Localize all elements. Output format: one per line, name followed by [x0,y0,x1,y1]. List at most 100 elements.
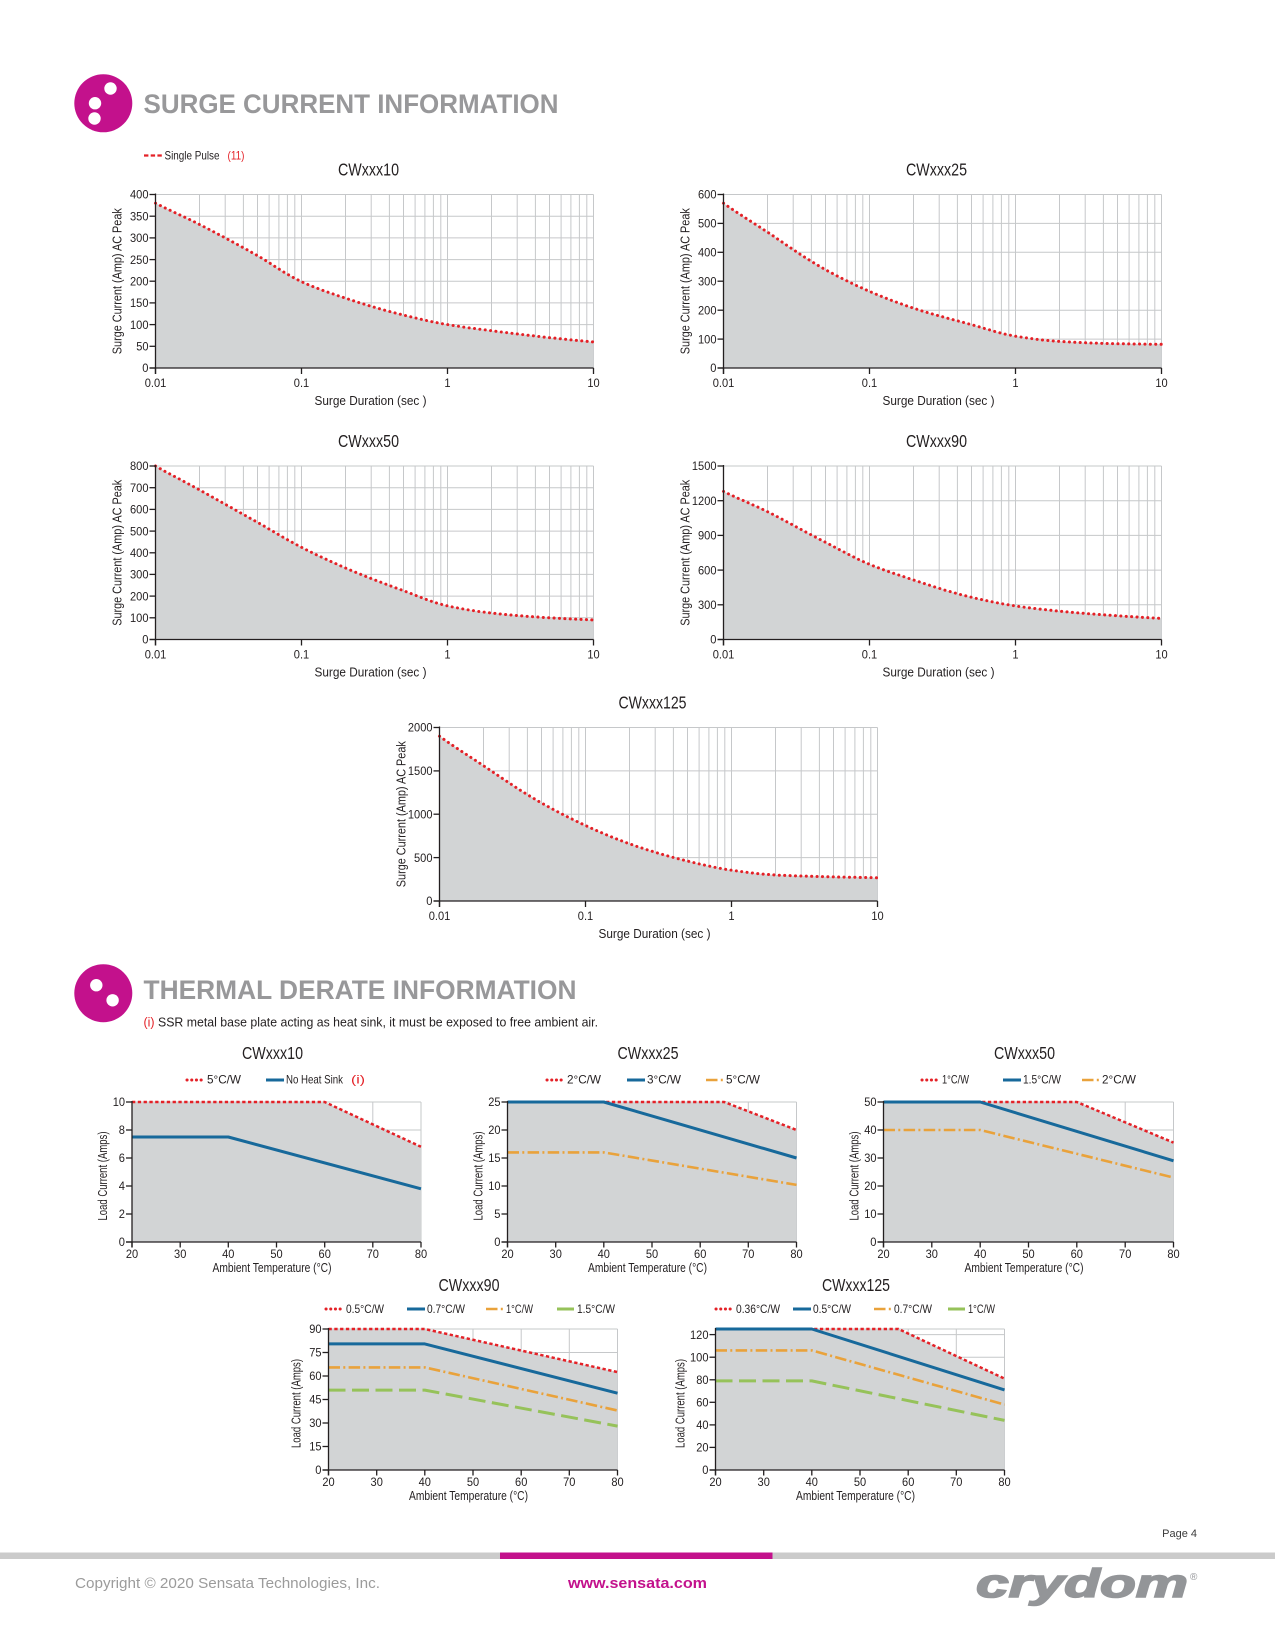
svg-text:3°C/W: 3°C/W [647,1073,682,1087]
svg-text:1200: 1200 [692,494,717,508]
svg-text:0: 0 [142,361,148,375]
svg-text:70: 70 [742,1247,755,1261]
svg-text:100: 100 [690,1350,709,1364]
svg-text:CWxxx25: CWxxx25 [906,160,967,180]
svg-text:0.1: 0.1 [862,648,878,662]
svg-text:Surge Current (Amp) AC Peak: Surge Current (Amp) AC Peak [679,208,693,355]
svg-text:70: 70 [950,1475,963,1489]
svg-text:1.5°C/W: 1.5°C/W [1023,1073,1062,1087]
svg-text:2: 2 [119,1207,125,1221]
svg-text:Surge Duration (sec ): Surge Duration (sec ) [883,666,995,680]
svg-text:45: 45 [309,1393,322,1407]
svg-text:300: 300 [698,274,717,288]
svg-text:1°C/W: 1°C/W [942,1073,970,1087]
svg-text:Ambient Temperature (°C): Ambient Temperature (°C) [588,1261,707,1275]
svg-text:80: 80 [415,1247,428,1261]
svg-text:80: 80 [790,1247,803,1261]
svg-text:60: 60 [696,1396,709,1410]
svg-text:0: 0 [426,894,432,908]
svg-text:CWxxx10: CWxxx10 [242,1043,303,1063]
svg-text:10: 10 [1155,648,1168,662]
svg-text:10: 10 [871,909,884,923]
svg-text:10: 10 [1155,376,1168,390]
svg-text:60: 60 [319,1247,332,1261]
svg-text:80: 80 [696,1373,709,1387]
svg-text:0.1: 0.1 [294,376,310,390]
svg-text:5: 5 [494,1207,500,1221]
svg-text:400: 400 [130,188,149,202]
svg-text:50: 50 [270,1247,283,1261]
svg-text:50: 50 [136,340,149,354]
svg-text:Copyright © 2020 Sensata Techn: Copyright © 2020 Sensata Technologies, I… [75,1575,380,1592]
svg-text:50: 50 [864,1095,877,1109]
svg-text:1500: 1500 [692,459,717,473]
svg-text:5°C/W: 5°C/W [207,1073,242,1087]
svg-text:Ambient Temperature (°C): Ambient Temperature (°C) [409,1489,528,1503]
svg-text:80: 80 [611,1475,624,1489]
svg-text:30: 30 [550,1247,563,1261]
svg-text:2°C/W: 2°C/W [567,1073,602,1087]
svg-text:crydom: crydom [976,1562,1188,1606]
svg-text:(i): (i) [144,1015,155,1030]
svg-text:0.7°C/W: 0.7°C/W [894,1302,933,1316]
svg-text:Single Pulse: Single Pulse [165,149,220,163]
svg-text:0.01: 0.01 [145,376,167,390]
svg-text:60: 60 [902,1475,915,1489]
svg-text:2000: 2000 [408,721,433,735]
svg-text:0: 0 [710,633,716,647]
svg-text:30: 30 [926,1247,939,1261]
svg-text:300: 300 [130,568,149,582]
svg-text:0.01: 0.01 [713,376,735,390]
svg-text:CWxxx90: CWxxx90 [439,1275,500,1295]
svg-text:2°C/W: 2°C/W [1102,1073,1137,1087]
svg-text:60: 60 [309,1369,322,1383]
svg-text:400: 400 [698,246,717,260]
svg-text:20: 20 [488,1123,501,1137]
svg-text:20: 20 [709,1475,722,1489]
svg-text:0: 0 [494,1235,500,1249]
svg-text:CWxxx50: CWxxx50 [994,1043,1055,1063]
svg-text:300: 300 [130,231,149,245]
svg-text:SSR metal base plate acting as: SSR metal base plate acting as heat sink… [158,1015,598,1030]
svg-text:1°C/W: 1°C/W [968,1302,996,1316]
svg-text:1000: 1000 [408,808,433,822]
svg-text:700: 700 [130,481,149,495]
svg-text:200: 200 [698,303,717,317]
svg-text:40: 40 [864,1123,877,1137]
svg-text:1°C/W: 1°C/W [506,1302,534,1316]
svg-text:0: 0 [702,1463,708,1477]
svg-text:70: 70 [1119,1247,1132,1261]
svg-text:120: 120 [690,1328,709,1342]
svg-text:40: 40 [974,1247,987,1261]
svg-text:0.5°C/W: 0.5°C/W [813,1302,852,1316]
svg-text:10: 10 [587,376,600,390]
svg-text:100: 100 [698,332,717,346]
svg-text:40: 40 [806,1475,819,1489]
svg-text:1500: 1500 [408,764,433,778]
svg-text:30: 30 [758,1475,771,1489]
svg-text:Page 4: Page 4 [1162,1528,1197,1540]
svg-text:50: 50 [854,1475,867,1489]
svg-text:600: 600 [698,563,717,577]
svg-text:20: 20 [864,1179,877,1193]
svg-text:1: 1 [444,648,450,662]
svg-text:Ambient Temperature (°C): Ambient Temperature (°C) [213,1261,332,1275]
svg-text:(11): (11) [228,149,245,163]
svg-text:30: 30 [309,1416,322,1430]
svg-text:70: 70 [563,1475,576,1489]
svg-text:20: 20 [501,1247,514,1261]
svg-text:0: 0 [870,1235,876,1249]
svg-text:60: 60 [1071,1247,1084,1261]
svg-text:50: 50 [1022,1247,1035,1261]
svg-text:80: 80 [998,1475,1011,1489]
svg-text:0.1: 0.1 [862,376,878,390]
svg-text:600: 600 [698,188,717,202]
svg-text:350: 350 [130,209,149,223]
svg-text:40: 40 [598,1247,611,1261]
svg-text:Load Current (Amps): Load Current (Amps) [848,1132,862,1221]
svg-text:40: 40 [696,1418,709,1432]
svg-text:0: 0 [119,1235,125,1249]
svg-text:600: 600 [130,503,149,517]
svg-text:20: 20 [696,1441,709,1455]
svg-text:20: 20 [126,1247,139,1261]
